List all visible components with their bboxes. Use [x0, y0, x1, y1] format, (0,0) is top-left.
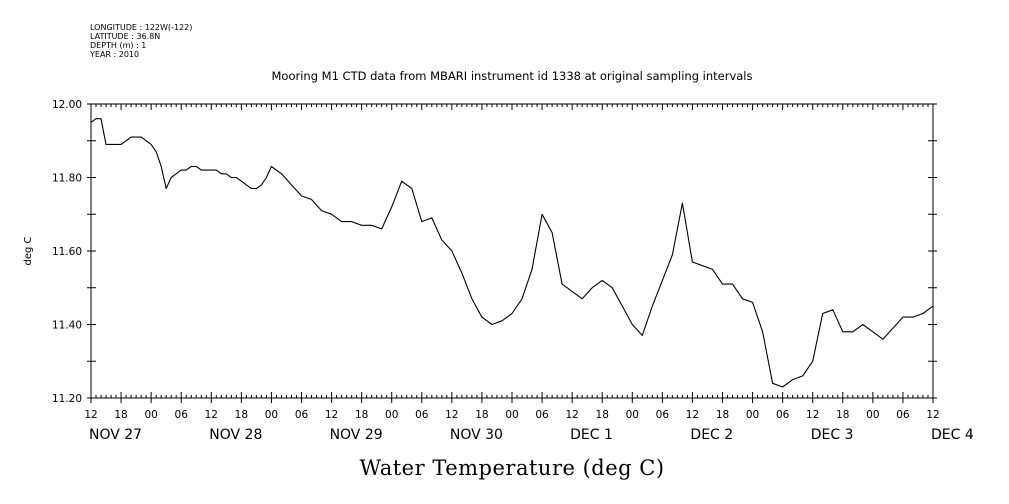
- x-hour-label: 12: [205, 409, 218, 421]
- x-hour-label: 06: [295, 409, 309, 421]
- x-hour-label: 06: [535, 409, 549, 421]
- x-hour-label: 00: [385, 409, 398, 421]
- x-hour-label: 00: [746, 409, 759, 421]
- x-hour-label: 12: [84, 409, 97, 421]
- chart-title: Mooring M1 CTD data from MBARI instrumen…: [272, 69, 753, 83]
- x-hour-label: 12: [686, 409, 699, 421]
- x-hour-label: 06: [175, 409, 189, 421]
- x-hour-label: 12: [926, 409, 939, 421]
- x-hour-label: 18: [235, 409, 248, 421]
- x-hour-label: 06: [896, 409, 910, 421]
- y-tick-label: 11.40: [52, 320, 82, 332]
- x-day-label: NOV 30: [450, 427, 503, 443]
- x-hour-label: 06: [656, 409, 670, 421]
- x-day-label: NOV 27: [89, 427, 142, 443]
- x-day-label: NOV 28: [209, 427, 262, 443]
- y-tick-label: 11.80: [52, 173, 82, 185]
- x-hour-label: 12: [806, 409, 819, 421]
- x-day-label: DEC 3: [811, 427, 854, 443]
- y-axis: 11.20 11.40 11.60 11.80 12.00: [52, 99, 937, 405]
- x-day-label: NOV 29: [330, 427, 383, 443]
- x-hour-label: 18: [475, 409, 488, 421]
- x-day-label: DEC 1: [570, 427, 613, 443]
- y-tick-label: 11.60: [52, 246, 82, 258]
- x-hour-label: 12: [325, 409, 338, 421]
- x-axis-title: Water Temperature (deg C): [359, 456, 664, 480]
- metadata-block: LONGITUDE : 122W(-122) LATITUDE : 36.8N …: [89, 23, 192, 59]
- x-hour-label: 00: [626, 409, 639, 421]
- meta-longitude: LONGITUDE : 122W(-122): [90, 23, 192, 32]
- meta-year: YEAR : 2010: [89, 50, 139, 59]
- meta-latitude: LATITUDE : 36.8N: [90, 32, 160, 41]
- x-hour-label: 00: [265, 409, 278, 421]
- x-hour-label: 06: [776, 409, 790, 421]
- x-day-label: DEC 2: [690, 427, 733, 443]
- x-hour-label: 18: [716, 409, 729, 421]
- x-hour-label: 18: [836, 409, 849, 421]
- x-hour-label: 00: [866, 409, 879, 421]
- x-hour-label: 12: [565, 409, 578, 421]
- y-axis-label: deg C: [23, 236, 34, 265]
- x-day-label: DEC 4: [931, 427, 974, 443]
- minor-ticks: [90, 104, 934, 398]
- series-line: [90, 118, 934, 388]
- series-layer: [90, 118, 934, 388]
- x-hour-label: 18: [114, 409, 127, 421]
- x-hour-label: 00: [505, 409, 518, 421]
- x-hour-label: 18: [596, 409, 609, 421]
- x-hour-label: 00: [144, 409, 157, 421]
- meta-depth: DEPTH (m) : 1: [90, 41, 146, 50]
- y-tick-label: 11.20: [52, 393, 82, 405]
- x-hour-label: 06: [415, 409, 429, 421]
- x-axis: 12 18 00 06 12 18 00 06 12 18 00 06 12 18 00 06 12 18 00 06…: [84, 398, 974, 443]
- plot-frame: [90, 103, 934, 399]
- y-tick-label: 12.00: [52, 99, 82, 111]
- x-hour-label: 12: [445, 409, 458, 421]
- x-hour-label: 18: [355, 409, 368, 421]
